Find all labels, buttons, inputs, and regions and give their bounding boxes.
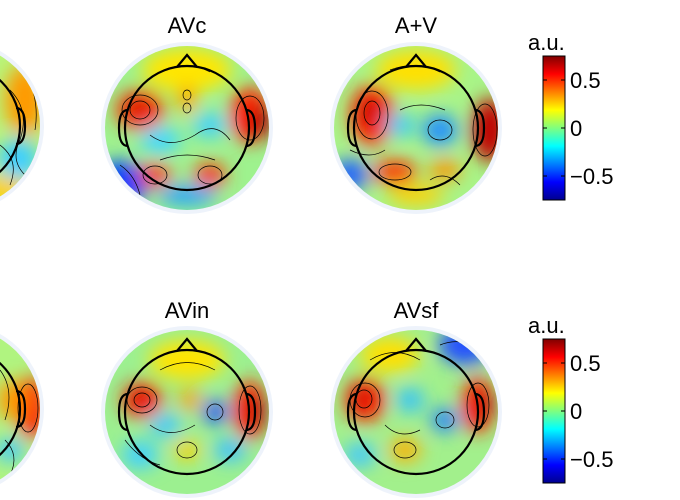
colorbar-tick-label: 0.5 xyxy=(570,351,601,376)
colorbar-unit-label: a.u. xyxy=(528,313,565,338)
colorbar-bottom: a.u. 0.5 0 −0.5 xyxy=(528,313,613,484)
colorbar-tick-label: 0 xyxy=(570,399,582,424)
colorbar-unit-label: a.u. xyxy=(528,30,565,55)
colorbar-tick-label: 0.5 xyxy=(570,68,601,93)
colorbar-top: a.u. 0.5 0 −0.5 xyxy=(528,30,613,201)
topomap-avc: AVc xyxy=(101,13,273,214)
head-outline xyxy=(346,337,486,476)
topomap-avsf: AVsf xyxy=(330,298,502,498)
head-outline xyxy=(0,361,27,457)
head-outline xyxy=(346,53,486,192)
colorbar-tick-label: −0.5 xyxy=(570,164,613,189)
topomap-avin: AVin xyxy=(101,298,273,498)
head-outline xyxy=(0,78,27,174)
map-title: A+V xyxy=(395,13,438,38)
topomap-a-plus-v: A+V xyxy=(330,13,502,214)
map-title: AVsf xyxy=(394,298,440,323)
head-outline xyxy=(117,53,257,192)
map-title: AVc xyxy=(168,13,207,38)
colorbar-tick-label: 0 xyxy=(570,116,582,141)
map-title: AVin xyxy=(165,298,209,323)
colorbar-tick-label: −0.5 xyxy=(570,447,613,472)
topomap-bottom-left-partial xyxy=(0,333,44,485)
topomap-top-left-partial xyxy=(0,50,44,204)
head-outline xyxy=(117,337,257,476)
